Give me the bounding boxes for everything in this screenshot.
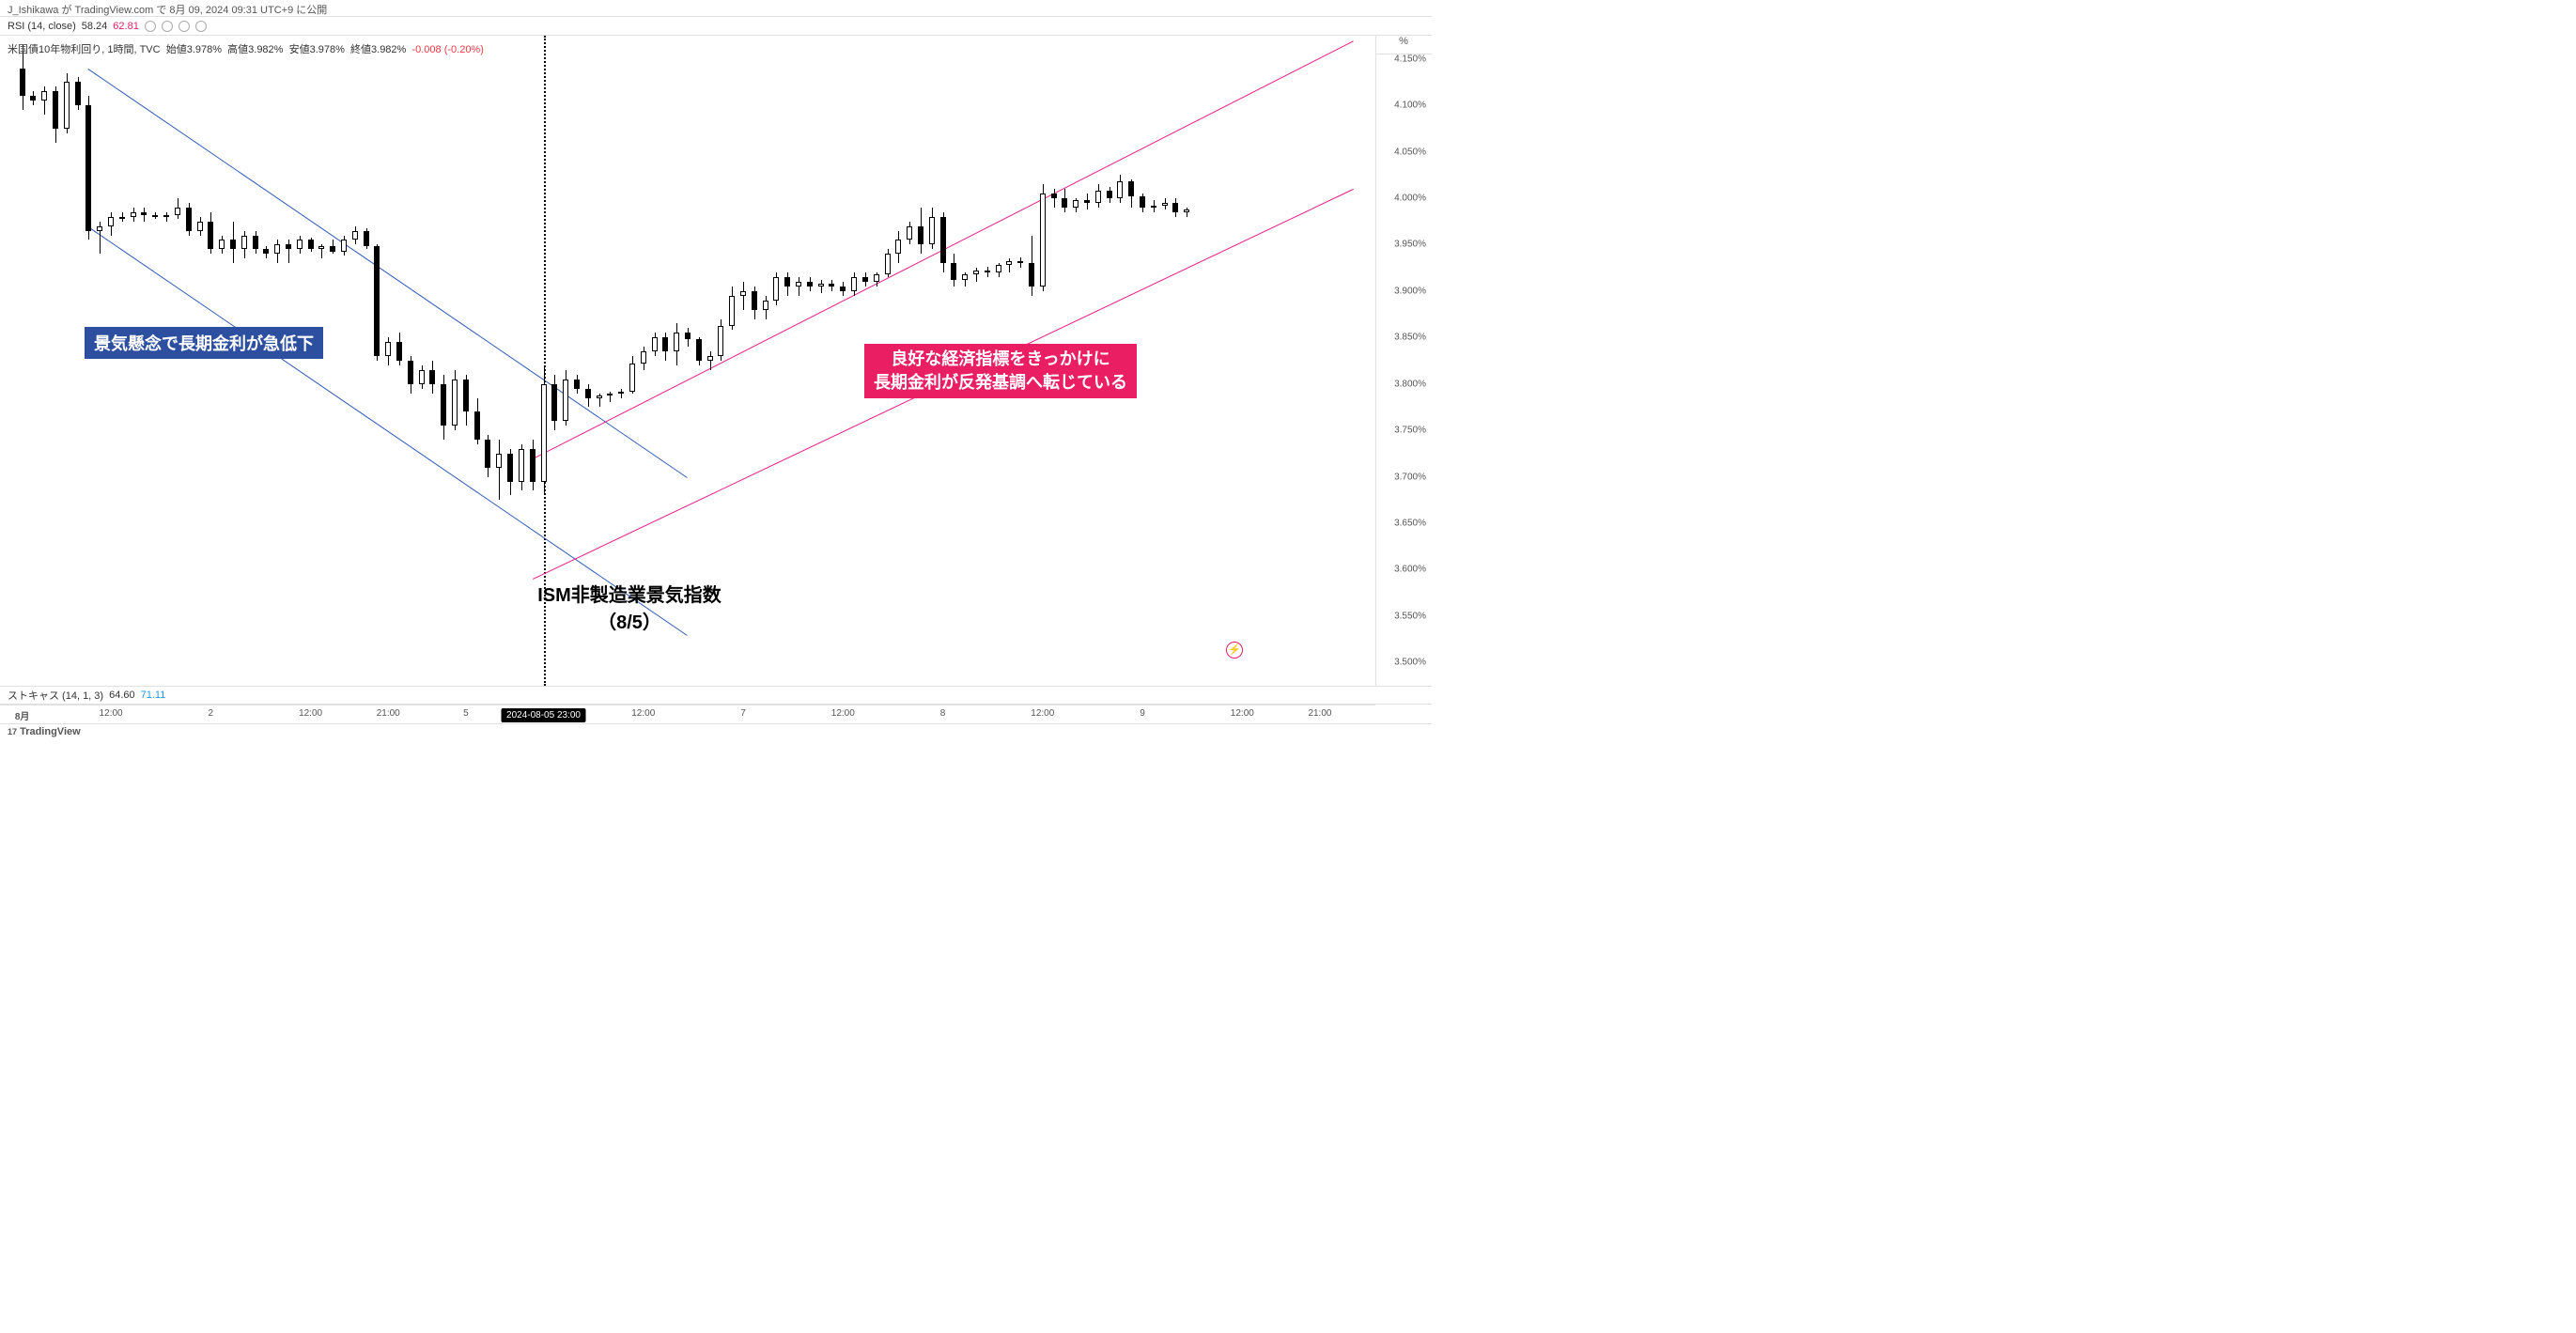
x-tick-label: 2024-08-05 23:00 — [501, 708, 586, 722]
sto-value-2: 71.11 — [141, 690, 166, 701]
x-tick-label: 12:00 — [1031, 708, 1054, 719]
rsi-value-2: 62.81 — [113, 21, 139, 32]
x-tick-label: 8月 — [15, 708, 30, 722]
x-axis[interactable]: 8月 12:00 2 12:00 21:00 5 2024-08-05 23:00 12:00… — [0, 705, 1375, 723]
trend-channel-line[interactable] — [88, 69, 688, 478]
y-tick-label: 3.650% — [1394, 519, 1426, 529]
x-tick-label: 9 — [1140, 708, 1145, 719]
x-tick-label: 12:00 — [631, 708, 655, 719]
x-tick-label: 12:00 — [1231, 708, 1254, 719]
rsi-value-1: 58.24 — [82, 21, 108, 32]
sto-label: ストキャス (14, 1, 3) — [8, 688, 103, 703]
x-tick-label: 2 — [209, 708, 214, 719]
y-tick-label: 4.050% — [1394, 147, 1426, 157]
settings-icon[interactable] — [145, 21, 156, 32]
publish-header: J_Ishikawa が TradingView.com で 8月 09, 20… — [0, 0, 1432, 17]
y-tick-label: 4.100% — [1394, 101, 1426, 111]
y-tick-label: 3.600% — [1394, 565, 1426, 575]
annotation-event[interactable]: ISM非製造業景気指数（8/5） — [528, 576, 731, 638]
x-tick-label: 12:00 — [100, 708, 123, 719]
y-axis[interactable]: 4.150% 4.100% 4.050% 4.000% 3.950% 3.900% 3.85… — [1375, 36, 1432, 686]
y-tick-label: 3.500% — [1394, 658, 1426, 668]
x-tick-label: 12:00 — [299, 708, 322, 719]
y-tick-label: 3.550% — [1394, 611, 1426, 621]
y-tick-label: 4.000% — [1394, 194, 1426, 204]
x-tick-label: 5 — [463, 708, 469, 719]
y-tick-label: 3.950% — [1394, 240, 1426, 250]
rsi-label: RSI (14, close) — [8, 21, 76, 32]
y-tick-label: 3.750% — [1394, 426, 1426, 436]
y-tick-label: 3.700% — [1394, 472, 1426, 482]
trend-channel-line[interactable] — [88, 226, 688, 636]
chart-ohlc-info: 米国債10年物利回り, 1時間, TVC 始値3.978% 高値3.982% 安… — [8, 41, 484, 56]
rsi-indicator-row[interactable]: RSI (14, close) 58.24 62.81 — [0, 17, 1432, 36]
settings-icon[interactable] — [178, 21, 190, 32]
y-tick-label: 4.150% — [1394, 54, 1426, 64]
sto-value-1: 64.60 — [109, 690, 135, 701]
visibility-icon[interactable] — [162, 21, 173, 32]
chart-plot-area[interactable]: 景気懸念で長期金利が急低下良好な経済指標をきっかけに長期金利が反発基調へ転じてい… — [0, 36, 1375, 686]
y-tick-label: 3.800% — [1394, 379, 1426, 389]
footer-branding: 17 TradingView — [0, 723, 1432, 740]
x-tick-label: 12:00 — [831, 708, 855, 719]
x-tick-label: 8 — [940, 708, 946, 719]
lightning-bolt-icon[interactable]: ⚡ — [1226, 642, 1243, 659]
y-tick-label: 3.900% — [1394, 286, 1426, 296]
y-tick-label: 3.850% — [1394, 333, 1426, 343]
annotation-rebound[interactable]: 良好な経済指標をきっかけに長期金利が反発基調へ転じている — [864, 344, 1137, 398]
annotation-decline[interactable]: 景気懸念で長期金利が急低下 — [85, 327, 323, 359]
more-icon[interactable] — [195, 21, 207, 32]
x-tick-label: 21:00 — [377, 708, 400, 719]
x-tick-label: 21:00 — [1308, 708, 1331, 719]
x-tick-label: 7 — [740, 708, 746, 719]
stochastic-indicator-row[interactable]: ストキャス (14, 1, 3) 64.60 71.11 — [0, 686, 1432, 705]
